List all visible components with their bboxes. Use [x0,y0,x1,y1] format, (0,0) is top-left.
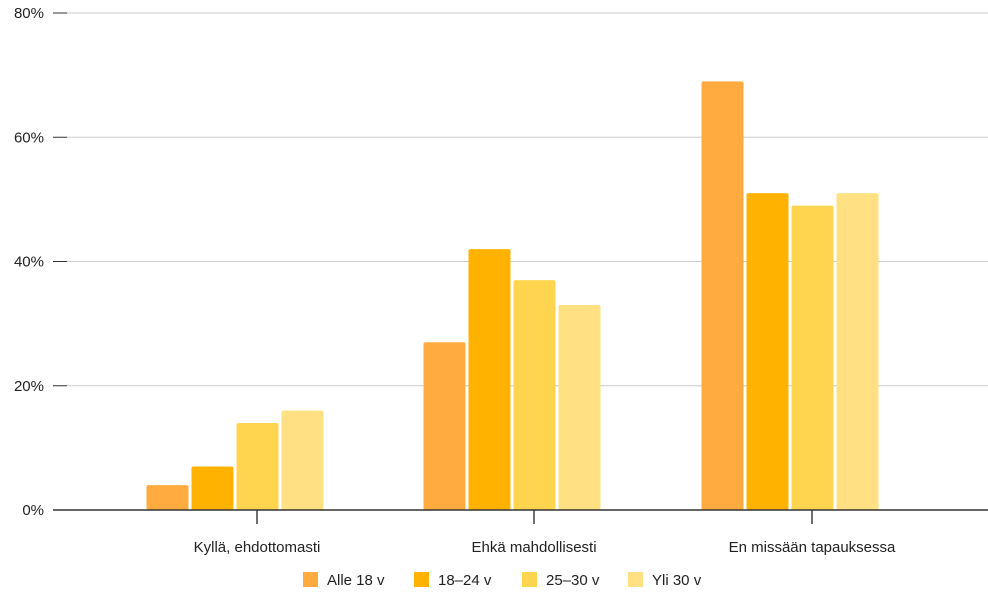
legend-label: 25–30 v [546,572,600,589]
legend-item: Alle 18 v [303,572,385,589]
y-tick-label: 0% [22,502,44,519]
bar [423,342,466,510]
legend-item: 18–24 v [414,572,492,589]
y-tick-label: 40% [14,254,44,271]
x-tick-label: Ehkä mahdollisesti [471,539,596,556]
legend-swatch [522,572,537,587]
bar [791,205,834,510]
bar [746,193,789,510]
legend-label: Yli 30 v [652,572,702,589]
legend-swatch [303,572,318,587]
bars [146,81,879,511]
bar [468,249,511,510]
y-axis-ticks: 0% 20% 40% 60% 80% [14,5,67,519]
x-axis-labels: Kyllä, ehdottomasti Ehkä mahdollisesti En … [194,539,896,556]
bar [836,193,879,510]
y-tick-label: 80% [14,5,44,22]
legend-item: 25–30 v [522,572,600,589]
bar [146,485,189,510]
x-tick-label: En missään tapauksessa [729,539,896,556]
legend-item: Yli 30 v [628,572,702,589]
x-axis [53,509,988,524]
y-tick-label: 20% [14,378,44,395]
legend-swatch [414,572,429,587]
bar [236,423,279,510]
bar [281,410,324,510]
bar [191,466,234,510]
legend: Alle 18 v 18–24 v 25–30 v Yli 30 v [303,572,702,589]
legend-swatch [628,572,643,587]
bar [558,304,601,510]
legend-label: 18–24 v [438,572,492,589]
y-tick-label: 60% [14,129,44,146]
legend-label: Alle 18 v [327,572,385,589]
bar [513,280,556,510]
bar [701,81,744,511]
x-tick-label: Kyllä, ehdottomasti [194,539,321,556]
